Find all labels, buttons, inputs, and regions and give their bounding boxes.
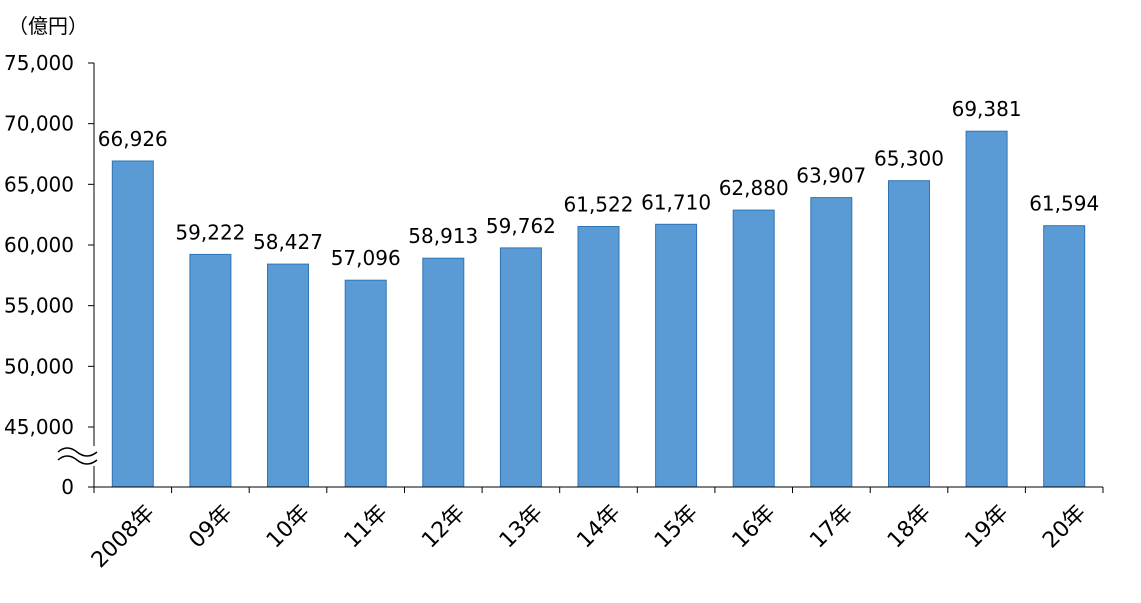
bar bbox=[111, 160, 154, 488]
bar bbox=[189, 253, 232, 488]
unit-label: （億円） bbox=[8, 14, 88, 38]
bar bbox=[1043, 225, 1086, 488]
data-label: 58,913 bbox=[408, 224, 478, 248]
x-tick-label: 09年 bbox=[184, 500, 237, 553]
x-tick-label: 2008年 bbox=[87, 500, 160, 573]
x-tick-label: 12年 bbox=[417, 500, 470, 553]
bars-group bbox=[111, 130, 1086, 488]
y-axis: 0 45,000 50,000 55,000 60,000 65,000 70,000 75,… bbox=[4, 51, 98, 499]
bar bbox=[965, 130, 1008, 488]
data-label: 62,880 bbox=[719, 176, 789, 200]
bar bbox=[267, 263, 309, 488]
y-tick-label: 75,000 bbox=[4, 51, 74, 75]
data-labels-group: 66,926 59,222 58,427 57,096 58,913 59,762 61,5… bbox=[98, 97, 1099, 270]
data-label: 58,427 bbox=[253, 230, 323, 254]
data-label: 59,222 bbox=[175, 220, 245, 244]
x-tick-label: 13年 bbox=[495, 500, 548, 553]
x-tick-label: 19年 bbox=[961, 500, 1014, 553]
bar bbox=[577, 226, 620, 488]
bar bbox=[344, 279, 387, 488]
data-label: 63,907 bbox=[796, 164, 866, 188]
data-label: 57,096 bbox=[331, 246, 401, 270]
y-tick-label: 70,000 bbox=[4, 112, 74, 136]
data-label: 65,300 bbox=[874, 147, 944, 171]
data-label: 61,710 bbox=[641, 190, 711, 214]
bar bbox=[422, 257, 465, 488]
y-tick-label: 55,000 bbox=[4, 294, 74, 318]
bar bbox=[732, 209, 775, 488]
bar bbox=[888, 180, 930, 488]
data-label: 66,926 bbox=[98, 127, 168, 151]
bar bbox=[655, 223, 698, 488]
x-tick-label: 18年 bbox=[883, 500, 936, 553]
x-tick-label: 15年 bbox=[650, 500, 703, 553]
bar bbox=[810, 197, 853, 488]
y-tick-label: 50,000 bbox=[4, 354, 74, 378]
x-tick-label: 20年 bbox=[1038, 500, 1091, 553]
y-tick-label: 60,000 bbox=[4, 233, 74, 257]
axis-break-mark bbox=[57, 455, 98, 465]
y-tick-label: 45,000 bbox=[4, 415, 74, 439]
data-label: 61,594 bbox=[1029, 192, 1099, 216]
y-tick-label: 0 bbox=[61, 475, 74, 499]
axis-break-mark bbox=[57, 447, 98, 457]
x-tick-label: 11年 bbox=[340, 500, 393, 553]
x-tick-label: 10年 bbox=[262, 500, 315, 553]
data-label: 61,522 bbox=[564, 193, 634, 217]
bar bbox=[499, 247, 542, 488]
x-axis: 2008年 09年 10年 11年 12年 13年 14年 15年 16年 17年 18年 19年 20… bbox=[87, 486, 1104, 573]
data-label: 59,762 bbox=[486, 214, 556, 238]
y-tick-label: 65,000 bbox=[4, 172, 74, 196]
x-tick-label: 14年 bbox=[572, 500, 625, 553]
x-tick-label: 16年 bbox=[728, 500, 781, 553]
x-tick-label: 17年 bbox=[805, 500, 858, 553]
data-label: 69,381 bbox=[952, 97, 1022, 121]
